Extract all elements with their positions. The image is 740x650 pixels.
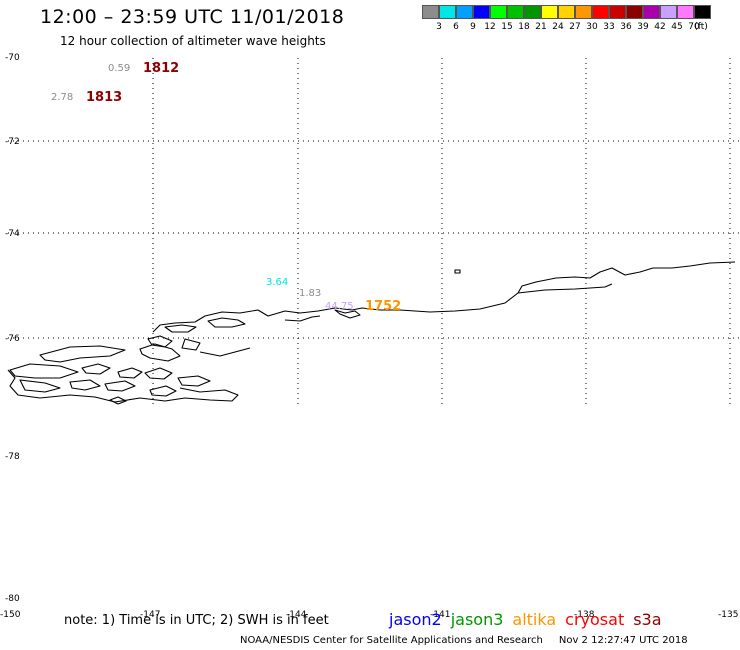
legend-label: 9 <box>470 22 476 32</box>
legend-label: 45 <box>671 22 683 32</box>
island <box>104 380 136 392</box>
island <box>19 379 61 393</box>
color-legend: 3 6 9 12 15 18 21 24 27 30 33 36 39 42 45 70 (ft) <box>422 5 711 32</box>
legend-label: 24 <box>552 22 564 32</box>
legend-swatch <box>694 5 711 19</box>
legend-label: 42 <box>654 22 666 32</box>
swh-value-label: 0.59 <box>108 63 130 74</box>
lon-tick-label: -138 <box>574 610 595 620</box>
lon-tick-label: -141 <box>430 610 450 620</box>
lat-tick-label: -78 <box>5 452 20 462</box>
legend-label: 30 <box>586 22 598 32</box>
lon-tick-label: -150 <box>0 610 21 620</box>
lon-tick-label: -147 <box>140 610 160 620</box>
legend-label: 36 <box>620 22 632 32</box>
units-note: note: 1) Time is in UTC; 2) SWH is in fe… <box>64 613 329 628</box>
legend-swatch <box>592 5 609 19</box>
lat-tick-label: -74 <box>5 229 20 239</box>
island <box>144 367 173 380</box>
island <box>9 363 79 379</box>
ice-shelf-edge <box>152 261 736 333</box>
legend-label: 3 <box>436 22 442 32</box>
legend-swatch <box>439 5 456 19</box>
graticule <box>8 58 740 406</box>
lon-tick-label: -144 <box>286 610 307 620</box>
satellite-label-jason2: jason2 <box>389 610 442 629</box>
legend-label: 27 <box>569 22 581 32</box>
coast-rim <box>199 347 251 357</box>
obs-time-label: 1812 <box>143 61 179 76</box>
island <box>177 375 211 387</box>
island <box>454 269 461 274</box>
legend-swatch <box>507 5 524 19</box>
legend-label: 18 <box>518 22 530 32</box>
coast-notch <box>517 283 613 294</box>
coast-inlet <box>284 315 321 322</box>
legend-swatch <box>643 5 660 19</box>
legend-swatch <box>473 5 490 19</box>
obs-time-label: 1813 <box>86 90 122 105</box>
legend-swatch <box>609 5 626 19</box>
island <box>149 385 177 397</box>
legend-swatch <box>626 5 643 19</box>
legend-labels: 3 6 9 12 15 18 21 24 27 30 33 36 39 42 45 70 (ft) <box>422 19 711 32</box>
island <box>39 345 126 363</box>
satellite-legend: jason2 jason3 altika cryosat s3a <box>389 610 671 629</box>
lat-tick-label: -80 <box>5 594 20 604</box>
legend-swatch <box>558 5 575 19</box>
satellite-label-jason3: jason3 <box>450 610 504 629</box>
island <box>207 317 246 328</box>
satellite-label-cryosat: cryosat <box>565 610 625 629</box>
coastline <box>7 261 736 405</box>
legend-label: 12 <box>484 22 496 32</box>
swh-value-label: 2.78 <box>51 92 73 103</box>
satellite-label-s3a: s3a <box>633 610 662 629</box>
legend-swatch <box>422 5 439 19</box>
credit-text: NOAA/NESDIS Center for Satellite Applica… <box>240 635 543 646</box>
legend-label: 15 <box>501 22 513 32</box>
lat-tick-label: -70 <box>5 53 20 63</box>
satellite-label-altika: altika <box>512 610 557 629</box>
legend-label: 39 <box>637 22 649 32</box>
timestamp-text: Nov 2 12:27:47 UTC 2018 <box>558 635 688 646</box>
island <box>69 379 101 391</box>
legend-swatch <box>541 5 558 19</box>
lon-tick-label: -135 <box>718 610 738 620</box>
map-title: 12:00 – 23:59 UTC 11/01/2018 <box>40 6 345 28</box>
lat-tick-label: -76 <box>5 334 20 344</box>
lat-tick-label: -72 <box>5 137 20 147</box>
legend-label: 33 <box>603 22 615 32</box>
island <box>181 338 201 351</box>
island <box>81 363 111 375</box>
ice-tongue <box>334 309 361 319</box>
legend-swatch <box>490 5 507 19</box>
legend-swatch <box>677 5 694 19</box>
legend-swatch <box>524 5 541 19</box>
legend-unit: (ft) <box>694 22 708 32</box>
credit-line: NOAA/NESDIS Center for Satellite Applica… <box>240 635 688 646</box>
legend-swatches <box>422 5 711 19</box>
legend-swatch <box>456 5 473 19</box>
swh-value-label: 1.83 <box>299 288 321 299</box>
obs-time-label: 1752 <box>365 299 401 314</box>
legend-label: 21 <box>535 22 547 32</box>
island <box>117 367 143 379</box>
swh-value-label: 3.64 <box>266 277 288 288</box>
swh-value-label: 44.75 <box>325 301 354 312</box>
island <box>139 343 181 362</box>
legend-swatch <box>575 5 592 19</box>
coast-rim <box>7 369 239 403</box>
island <box>164 324 197 333</box>
legend-label: 70 <box>688 22 700 32</box>
island <box>147 335 173 348</box>
island <box>109 396 127 405</box>
map-subtitle: 12 hour collection of altimeter wave hei… <box>60 34 326 48</box>
legend-label: 6 <box>453 22 459 32</box>
legend-swatch <box>660 5 677 19</box>
